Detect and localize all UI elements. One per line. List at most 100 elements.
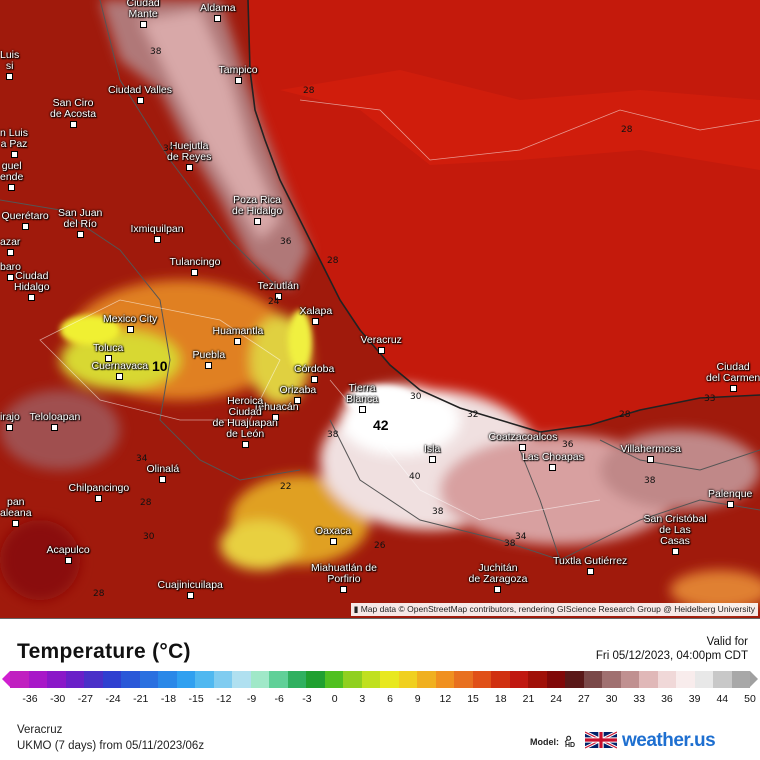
city-label[interactable]: Puebla <box>193 350 225 372</box>
city-label[interactable]: Juchitán de Zaragoza <box>469 562 527 596</box>
city-label[interactable]: Luis si <box>0 50 19 83</box>
isoline-value: 24 <box>268 297 280 307</box>
city-label[interactable]: Chilpancingo <box>69 483 129 505</box>
isoline-value: 34 <box>515 532 527 542</box>
city-name: del Río <box>63 218 97 230</box>
city-label[interactable]: Xalapa <box>299 305 333 328</box>
city-label[interactable]: Coatzacoalcos <box>488 431 558 454</box>
city-label[interactable]: Ixmiquilpan <box>131 224 184 246</box>
colorbar-segment <box>269 671 288 688</box>
city-name: Ciudad Valles <box>108 84 173 96</box>
colorbar-segment <box>472 671 491 688</box>
location-label: Veracruz <box>17 724 63 736</box>
city-name: Xalapa <box>299 305 333 317</box>
city-label[interactable]: San Cristóbal de Las Casas <box>644 514 707 558</box>
city-label[interactable]: Ciudad Valles <box>108 85 172 107</box>
city-label[interactable]: Heroica Ciudad de Huajuapan de León <box>213 396 278 451</box>
isoline-value: 38 <box>644 476 656 486</box>
city-label[interactable]: baro <box>0 262 21 284</box>
city-label[interactable]: Ciudad Hidalgo <box>14 271 50 304</box>
isoline-value: 40 <box>409 472 421 482</box>
city-label[interactable]: Aldama <box>200 3 236 25</box>
city-label[interactable]: Querétaro <box>2 211 49 233</box>
city-name: Tehuacán <box>253 401 299 413</box>
city-label[interactable]: guel ende <box>0 161 23 194</box>
city-label[interactable]: Mexico City <box>103 314 157 336</box>
city-name: Juchitán <box>478 562 518 574</box>
city-label[interactable]: Tampico <box>219 65 258 87</box>
city-label[interactable]: Villahermosa <box>621 444 681 466</box>
city-label[interactable]: Tuxtla Gutiérrez <box>553 556 627 578</box>
city-label[interactable]: n Luis a Paz <box>0 128 28 161</box>
colorbar-tick-label: -18 <box>160 693 177 705</box>
colorbar-segment <box>213 671 232 688</box>
colorbar-tick-label: -27 <box>77 693 93 705</box>
city-label[interactable]: irajo <box>0 412 20 434</box>
colorbar-segment <box>306 671 325 688</box>
city-name: Coatzacoalcos <box>488 431 558 443</box>
colorbar-segment <box>565 671 584 688</box>
city-label[interactable]: San Juan del Río <box>58 208 102 241</box>
legend-title: Temperature (°C) <box>17 640 191 663</box>
city-label[interactable]: Olinalá <box>147 464 179 486</box>
city-label[interactable]: Miahuatlán de Porfirio <box>311 563 377 596</box>
city-name: Ciudad <box>228 406 262 418</box>
city-name: Ciudad <box>126 0 160 9</box>
colorbar-segment <box>417 671 436 688</box>
city-label[interactable]: Cuajinicuilapa <box>158 580 223 602</box>
city-name: Mexico City <box>103 313 158 325</box>
city-label[interactable]: Huamantla <box>213 326 263 348</box>
weather-us-logo[interactable]: weather.us <box>622 730 716 751</box>
city-label[interactable]: Tehuacán <box>253 402 299 424</box>
colorbar-tick-label: -30 <box>50 693 66 705</box>
colorbar-tick-label: 6 <box>387 693 393 705</box>
city-label[interactable]: Oaxaca <box>315 526 351 548</box>
city-name: San Juan <box>58 207 103 219</box>
city-label[interactable]: Tierra Blanca <box>346 383 378 416</box>
city-label[interactable]: Veracruz <box>361 335 402 357</box>
city-label[interactable]: pan aleana <box>0 497 32 530</box>
city-marker-icon <box>28 294 36 301</box>
city-label[interactable]: Acapulco <box>47 545 90 567</box>
city-name: Veracruz <box>360 334 402 346</box>
temperature-map[interactable] <box>0 0 760 619</box>
city-name: Córdoba <box>294 363 335 375</box>
city-label[interactable]: Cuernavaca <box>92 361 148 383</box>
city-label[interactable]: Toluca <box>93 343 123 365</box>
city-name: Toluca <box>93 342 124 354</box>
city-marker-icon <box>139 21 147 28</box>
colorbar-right-arrow-icon <box>750 671 758 687</box>
city-label[interactable]: Poza Rica de Hidalgo <box>232 195 282 228</box>
city-label[interactable]: Palenque <box>708 489 752 511</box>
isoline-value: 32 <box>467 410 479 420</box>
model-run-label: UKMO (7 days) from 05/11/2023/06z <box>17 740 205 752</box>
colorbar-tick-label: 12 <box>439 693 452 705</box>
city-label[interactable]: Tulancingo <box>170 257 220 279</box>
city-marker-icon <box>95 495 103 502</box>
colorbar-tick-label: 9 <box>414 693 421 705</box>
city-label[interactable]: Ciudad Mante <box>127 0 160 31</box>
city-marker-icon <box>294 397 302 404</box>
city-label[interactable]: azar <box>0 237 20 259</box>
city-label[interactable]: Orizaba <box>280 385 316 407</box>
city-marker-icon <box>647 456 655 463</box>
city-name: a Paz <box>0 138 28 150</box>
colorbar-tick-label: 15 <box>467 693 479 705</box>
city-label[interactable]: Córdoba <box>294 364 334 386</box>
city-label[interactable]: San Ciro de Acosta <box>50 98 96 131</box>
city-marker-icon <box>494 586 502 593</box>
city-label[interactable]: Ciudad del Carmen <box>706 362 760 395</box>
colorbar-tick-label: 33 <box>633 693 646 705</box>
city-name: aleana <box>0 507 32 519</box>
isoline-value: 28 <box>621 125 633 135</box>
city-label[interactable]: Huejutla de Reyes <box>167 141 211 174</box>
colorbar-segment <box>28 671 47 688</box>
city-marker-icon <box>6 249 14 256</box>
city-label[interactable]: Teloloapan <box>30 412 80 434</box>
uk-flag-icon[interactable] <box>585 731 617 749</box>
city-label[interactable]: Teziutlán <box>258 281 299 303</box>
hd-search-icon[interactable]: ⌕ HD <box>565 730 576 749</box>
city-label[interactable]: Las Choapas <box>522 452 584 474</box>
city-label[interactable]: Isla <box>424 444 440 466</box>
city-marker-icon <box>64 557 72 564</box>
